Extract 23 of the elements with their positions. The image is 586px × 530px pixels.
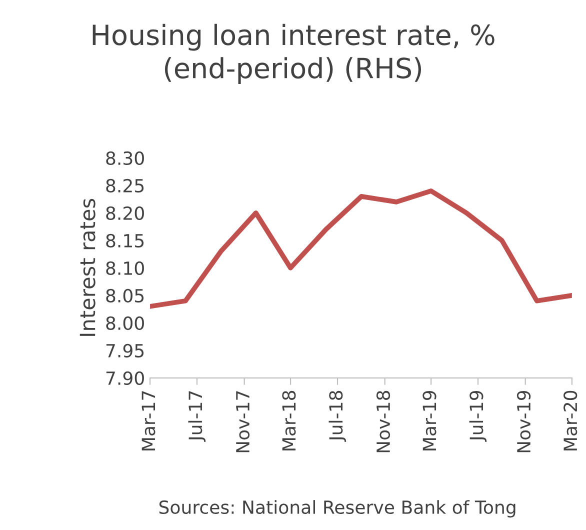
- chart-title: Housing loan interest rate, % (end-period) (RHS): [92, 24, 494, 84]
- y-tick-label: 8.05: [106, 288, 144, 303]
- y-axis-title: Interest rates: [80, 198, 96, 336]
- x-tick-label: Jul-18: [328, 390, 346, 442]
- x-tick-label: Nov-17: [236, 391, 250, 452]
- y-tick-label: 8.25: [106, 178, 144, 193]
- y-tick-label: 7.95: [106, 344, 144, 358]
- x-tick-label: Jul-17: [188, 391, 206, 442]
- x-tick-label: Jul-19: [469, 390, 487, 442]
- x-tick-label: Mar-19: [422, 390, 436, 450]
- y-tick-label: 8.10: [106, 261, 144, 276]
- x-tick-label: Nov-18: [376, 390, 390, 452]
- x-tick-label: Mar-18: [282, 390, 296, 450]
- y-tick-label: 8.30: [106, 151, 144, 166]
- x-tick-label: Nov-19: [516, 390, 531, 452]
- line-series: [150, 188, 572, 309]
- source-note: Sources: National Reserve Bank of Tong: [159, 500, 516, 518]
- y-tick-label: 8.15: [106, 234, 144, 248]
- x-tick-label: Mar-17: [142, 391, 156, 450]
- y-tick-label: 7.90: [106, 371, 144, 386]
- y-tick-label: 8.00: [106, 316, 144, 330]
- y-tick-label: 8.20: [106, 206, 144, 220]
- x-tick-label: Mar-20: [564, 390, 578, 450]
